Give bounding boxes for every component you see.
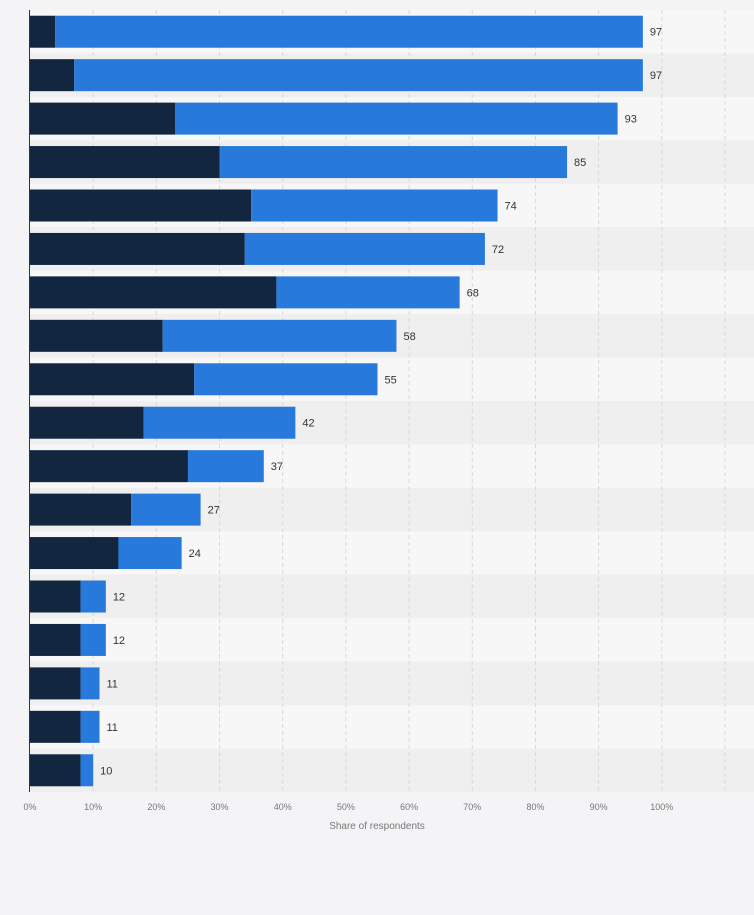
bar-segment-dark	[30, 146, 220, 179]
bar-segment-dark	[30, 623, 81, 656]
bar-value-label: 58	[403, 331, 415, 343]
x-tick-label: 30%	[211, 802, 229, 812]
bar-value-label: 97	[650, 70, 662, 82]
bar-value-label: 11	[107, 722, 118, 734]
bar-value-label: 37	[271, 461, 283, 473]
x-tick-label: 60%	[400, 802, 418, 812]
bar-value-label: 24	[189, 548, 201, 560]
bar-segment-blue	[74, 59, 643, 92]
x-tick-label: 80%	[526, 802, 544, 812]
bar-segment-blue	[187, 450, 264, 483]
bar-segment-dark	[30, 754, 81, 787]
row-band	[30, 705, 754, 749]
bar-value-label: 85	[574, 157, 586, 169]
bar-value-label: 55	[385, 374, 397, 386]
bar-segment-dark	[30, 537, 119, 570]
bar-segment-dark	[30, 276, 277, 309]
row-band	[30, 618, 754, 662]
bar-value-label: 42	[302, 418, 314, 430]
x-tick-label: 20%	[147, 802, 165, 812]
bar-value-label: 27	[208, 505, 220, 517]
bar-segment-blue	[244, 232, 485, 265]
bar-value-label: 11	[107, 678, 118, 690]
x-tick-label: 90%	[590, 802, 608, 812]
bar-segment-dark	[30, 319, 163, 352]
bar-segment-dark	[30, 710, 81, 743]
bar-segment-blue	[194, 363, 378, 396]
bar-segment-dark	[30, 15, 56, 48]
bar-segment-blue	[80, 623, 106, 656]
row-band	[30, 748, 754, 792]
x-tick-label: 10%	[84, 802, 102, 812]
bar-value-label: 12	[113, 592, 125, 604]
bar-segment-dark	[30, 232, 245, 265]
x-tick-label: 40%	[274, 802, 292, 812]
bar-segment-blue	[143, 406, 296, 439]
row-band	[30, 574, 754, 619]
bar-segment-blue	[80, 580, 106, 613]
bar-segment-dark	[30, 493, 132, 526]
bar-segment-dark	[30, 102, 176, 135]
bar-segment-dark	[30, 189, 252, 222]
bar-segment-dark	[30, 667, 81, 700]
bar-segment-blue	[162, 319, 397, 352]
bar-segment-blue	[131, 493, 201, 526]
bar-value-label: 97	[650, 27, 662, 39]
bar-value-label: 68	[467, 287, 479, 299]
row-band	[30, 661, 754, 706]
bar-segment-blue	[118, 537, 182, 570]
bar-segment-blue	[276, 276, 460, 309]
bar-segment-dark	[30, 450, 188, 483]
x-tick-label: 0%	[23, 802, 36, 812]
x-tick-label: 50%	[337, 802, 355, 812]
bar-value-label: 72	[492, 244, 504, 256]
bar-segment-blue	[80, 667, 100, 700]
bar-segment-dark	[30, 580, 81, 613]
bar-segment-blue	[80, 710, 100, 743]
bar-value-label: 10	[100, 765, 112, 777]
bar-segment-dark	[30, 363, 195, 396]
bar-segment-blue	[55, 15, 643, 48]
bar-segment-dark	[30, 406, 144, 439]
bar-segment-dark	[30, 59, 75, 92]
bar-segment-blue	[80, 754, 94, 787]
bar-segment-blue	[219, 146, 568, 179]
bar-segment-blue	[251, 189, 498, 222]
x-tick-label: 100%	[650, 802, 673, 812]
bar-segment-blue	[175, 102, 618, 135]
x-tick-label: 70%	[463, 802, 481, 812]
x-axis-title: Share of respondents	[329, 821, 425, 832]
bar-value-label: 12	[113, 635, 125, 647]
bar-value-label: 93	[625, 114, 637, 126]
bar-value-label: 74	[505, 201, 517, 213]
